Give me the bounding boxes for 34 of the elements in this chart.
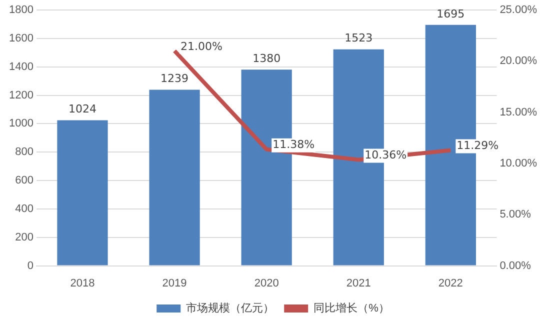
y-tick-label: 1400 [8,60,34,73]
y2-tick-label: 20.00% [500,55,538,68]
y2-tick-label: 5.00% [500,208,532,221]
y2-tick-label: 25.00% [500,4,538,16]
data-label: 1523 [344,32,373,45]
bar [149,90,200,266]
data-label: 1380 [252,52,281,66]
y-tick-label: 600 [15,174,34,187]
y2-tick-label: 10.00% [500,158,538,170]
data-label: 1695 [436,7,465,20]
x-tick-label: 2021 [346,277,371,290]
x-tick-label: 2020 [254,277,279,290]
data-label: 21.00% [180,40,222,53]
y-tick-label: 1600 [8,32,34,44]
y-tick-label: 800 [15,146,34,158]
legend-label: 市场规模（亿元） [186,302,274,315]
x-tick-label: 2019 [162,277,187,290]
y2-tick-label: 15.00% [500,106,538,118]
y-tick-label: 1200 [8,89,34,102]
data-label: 1024 [68,102,96,116]
bar [57,120,108,266]
x-tick-label: 2022 [438,277,463,290]
legend-label: 同比增长（%） [314,302,390,315]
y-tick-label: 400 [15,202,34,215]
y-tick-label: 1000 [8,118,34,130]
y-tick-label: 200 [15,231,34,244]
y-tick-label: 0 [27,260,34,272]
data-label: 1239 [160,72,189,86]
y2-tick-label: 0.00% [500,260,532,272]
y-tick-label: 1800 [8,4,34,16]
data-label: 10.36% [364,148,407,162]
x-tick-label: 2018 [70,277,95,290]
data-label: 11.38% [272,138,315,152]
data-label: 11.29% [456,139,499,152]
